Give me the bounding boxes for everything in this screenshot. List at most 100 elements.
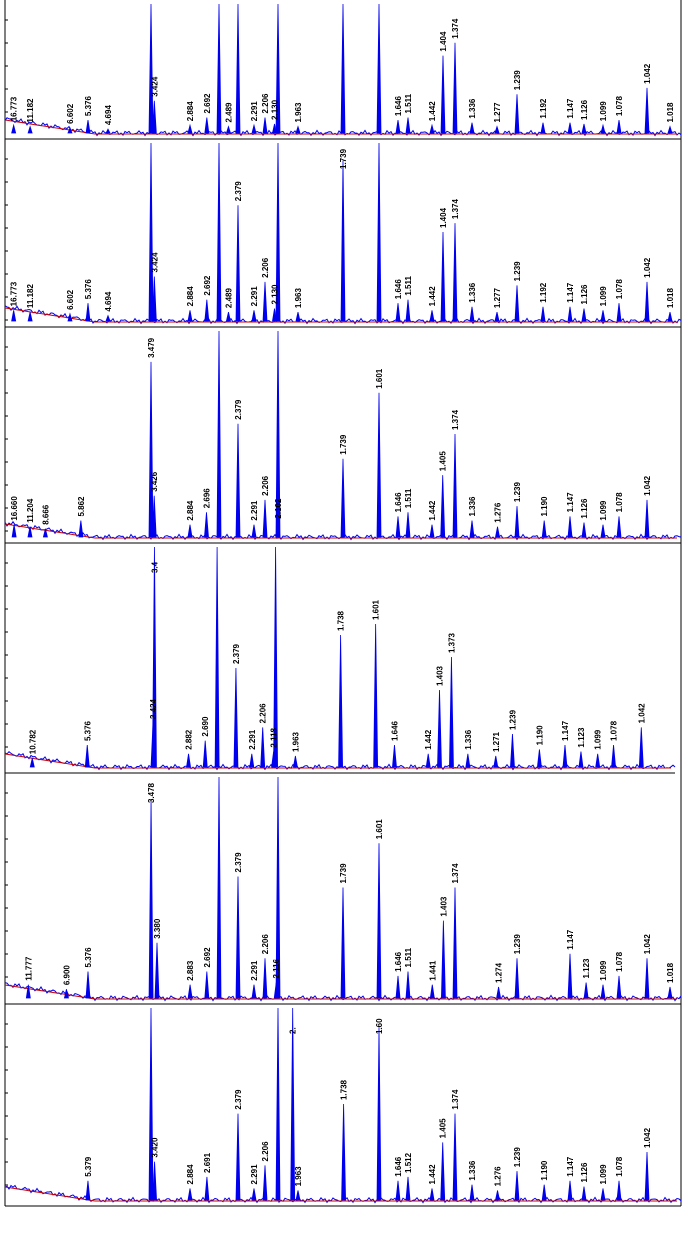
peak-label: 2.130 [271, 284, 280, 305]
peak [405, 1176, 411, 1201]
peak-label: 8.666 [41, 504, 50, 525]
peak-label: 1.601 [372, 599, 381, 620]
peak [452, 887, 458, 999]
peak [262, 499, 268, 538]
peak [644, 958, 650, 999]
background-line [4, 119, 677, 135]
peak [376, 3, 382, 134]
peak-label: 1.018 [666, 102, 675, 123]
peak [600, 123, 606, 134]
peak-label: 1.442 [428, 1164, 437, 1185]
peak-label: 1.042 [643, 934, 652, 955]
peak-label: 1.276 [494, 1166, 503, 1187]
peak [204, 1176, 210, 1201]
peak [216, 330, 222, 538]
peak [493, 755, 499, 768]
pattern-panel-2: 16.773 11.182 6.602 5.376 4.694 3.424 2.884 2.6… [4, 142, 682, 328]
peak [105, 314, 111, 322]
peak [340, 3, 346, 134]
peak-label: 1.601 [375, 819, 384, 840]
peak [600, 524, 606, 538]
peak-label: 5.376 [84, 279, 93, 300]
peak [581, 123, 587, 134]
peak [295, 1190, 301, 1201]
peak-label: 2.882 [185, 729, 194, 750]
peak [216, 142, 222, 322]
peak-label: 1.192 [539, 98, 548, 119]
peak [340, 887, 346, 999]
peak [395, 975, 401, 999]
background-line [4, 984, 677, 1000]
peak-label: 1.042 [637, 703, 646, 724]
peak [85, 120, 91, 134]
peak-label: 2.206 [261, 1141, 270, 1162]
peak [440, 231, 446, 322]
peak [429, 1188, 435, 1201]
peak [152, 1161, 157, 1201]
peak [272, 308, 277, 322]
peak [429, 310, 435, 322]
peak-label: 1.441 [428, 960, 437, 981]
peak-label: 1.147 [566, 492, 575, 513]
peak-label: 1.739 [339, 863, 348, 884]
peak [235, 205, 241, 322]
peak-label: 2.291 [248, 729, 257, 750]
peak [216, 776, 222, 999]
peak [429, 524, 435, 538]
peak [405, 971, 411, 999]
peak [67, 312, 73, 322]
peak [405, 512, 411, 538]
peak-label: 1.405 [439, 451, 448, 472]
peak [562, 744, 568, 768]
peak [495, 526, 501, 538]
peak [667, 986, 673, 999]
peak [376, 392, 382, 538]
peak [638, 727, 644, 768]
peak [67, 126, 73, 134]
peak [341, 1103, 346, 1201]
peak [148, 361, 154, 538]
peak [395, 1180, 401, 1201]
peak-label: 1.336 [468, 496, 477, 517]
peak [581, 308, 587, 322]
peak [616, 516, 622, 538]
peak [395, 303, 401, 322]
peak-label: 1.099 [599, 101, 608, 122]
peak [11, 524, 17, 538]
peak-label: 1.271 [492, 731, 501, 752]
peak-label: 1.099 [599, 286, 608, 307]
peak [600, 310, 606, 322]
peak [27, 526, 33, 538]
peak [452, 433, 458, 538]
peak [85, 971, 91, 999]
peak [440, 55, 446, 134]
peak [187, 1188, 193, 1201]
peak [105, 128, 111, 134]
peak [216, 3, 222, 134]
peak-label: 3.420 [151, 1137, 160, 1158]
peak-label: 1.738 [340, 1079, 349, 1100]
peak-label: 2.489 [224, 288, 233, 309]
peak [495, 1190, 501, 1201]
peak-label: 1.404 [439, 207, 448, 228]
peak [392, 744, 397, 768]
peak-label: 1.147 [566, 98, 575, 119]
peak [440, 920, 446, 999]
peak [11, 123, 17, 134]
peak [540, 306, 546, 322]
peak-label: 2.291 [250, 286, 259, 307]
peak [644, 87, 650, 134]
background-line [4, 523, 677, 539]
peak [583, 982, 589, 999]
peak-label: 2.884 [186, 500, 195, 521]
peak-label: 1.336 [468, 282, 477, 303]
peak [514, 506, 520, 538]
pattern-panel-5: 11.777 6.900 5.376 3.478 3.380 2.883 2.692 2.37… [4, 776, 682, 1005]
peak [611, 744, 616, 768]
peak-label: 1.646 [394, 1156, 403, 1177]
peak-label: 3.380 [153, 918, 162, 939]
peak [440, 1142, 446, 1201]
peak-label: 1.374 [451, 863, 460, 884]
peak-label: 1.126 [580, 99, 589, 120]
peak-label: 11.182 [26, 284, 35, 309]
